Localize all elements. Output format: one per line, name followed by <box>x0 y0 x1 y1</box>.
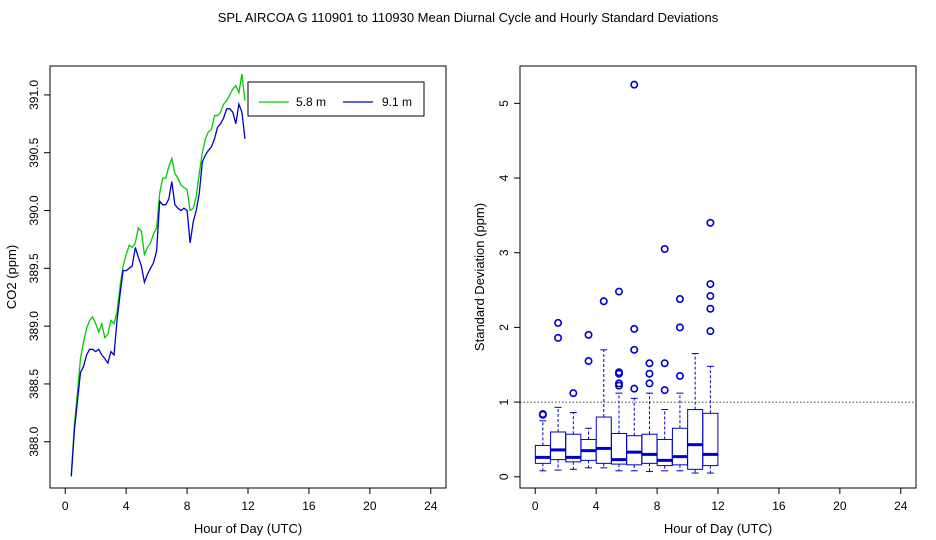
left-y-tick-label: 389.5 <box>27 253 41 283</box>
outlier-point <box>584 330 593 339</box>
box-hour-6.5 <box>626 80 643 472</box>
outlier-point <box>706 292 715 301</box>
outlier-point <box>630 345 639 354</box>
right-x-tick-label: 20 <box>833 499 847 513</box>
box-hour-1.5 <box>550 318 567 471</box>
right-x-tick-label: 0 <box>532 499 539 513</box>
box-hour-10.5 <box>687 353 704 474</box>
left-y-tick-label: 389.0 <box>27 311 41 341</box>
outlier-point <box>554 318 563 327</box>
right-y-tick-label: 5 <box>497 100 511 107</box>
outlier-point <box>614 379 623 388</box>
box-hour-5.5 <box>611 287 627 472</box>
right-x-tick-label: 16 <box>772 499 786 513</box>
boxplot-group <box>534 80 719 474</box>
outlier-point <box>630 324 639 333</box>
box-iqr <box>671 427 688 466</box>
left-x-tick-label: 4 <box>123 499 130 513</box>
right-x-axis: 0 4 8 12 16 20 24 <box>532 487 908 513</box>
left-y-tick-label: 390.5 <box>27 137 41 167</box>
left-x-axis-title: Hour of Day (UTC) <box>194 521 302 536</box>
left-y-tick-label: 391.0 <box>27 80 41 110</box>
outlier-point <box>675 323 684 332</box>
outlier-point <box>660 244 669 253</box>
box-hour-4.5 <box>595 297 612 469</box>
left-y-tick-label: 388.0 <box>27 426 41 456</box>
left-plot-frame <box>49 65 447 489</box>
left-y-tick-label: 390.0 <box>27 195 41 225</box>
outlier-point <box>599 297 608 306</box>
box-iqr <box>702 412 719 467</box>
right-y-tick-label: 4 <box>497 174 511 181</box>
legend-label-9-1m: 9.1 m <box>382 95 412 109</box>
right-y-tick-label: 3 <box>497 249 511 256</box>
outlier-point <box>660 386 669 395</box>
outlier-point <box>645 379 654 388</box>
outlier-point <box>554 333 563 342</box>
box-iqr <box>534 444 551 464</box>
box-hour-3.5 <box>580 330 597 469</box>
left-y-axis-title: CO2 (ppm) <box>4 245 19 309</box>
right-x-tick-label: 8 <box>654 499 661 513</box>
right-x-tick-label: 12 <box>711 499 725 513</box>
box-hour-11.5 <box>702 218 719 474</box>
left-x-tick-label: 12 <box>241 499 255 513</box>
right-y-tick-label: 2 <box>497 324 511 331</box>
outlier-point <box>569 389 578 398</box>
right-y-tick-label: 1 <box>497 398 511 405</box>
outlier-point <box>538 410 547 419</box>
outlier-point <box>660 359 669 368</box>
legend-box <box>247 81 425 117</box>
box-hour-0.5 <box>534 410 551 472</box>
box-iqr <box>641 433 658 464</box>
co2-line-chart: 0 4 8 12 16 20 24 388.0 388.5 389.0 389.5 390.0 390… <box>4 65 447 536</box>
legend-label-5-8m: 5.8 m <box>296 95 326 109</box>
legend: 5.8 m 9.1 m <box>247 81 425 117</box>
box-hour-8.5 <box>656 244 673 472</box>
right-y-axis-title: Standard Deviation (ppm) <box>472 203 487 351</box>
outlier-point <box>614 368 623 377</box>
outlier-point <box>706 304 715 313</box>
box-hour-9.5 <box>671 295 688 472</box>
right-x-tick-label: 4 <box>593 499 600 513</box>
box-hour-7.5 <box>641 359 658 473</box>
outlier-point <box>675 295 684 304</box>
outlier-point <box>630 80 639 89</box>
outlier-point <box>706 218 715 227</box>
box-iqr <box>687 409 704 470</box>
right-y-axis: 0 1 2 3 4 5 <box>497 100 520 480</box>
right-x-axis-title: Hour of Day (UTC) <box>664 521 772 536</box>
box-iqr <box>595 416 612 464</box>
outlier-point <box>706 327 715 336</box>
outlier-point <box>645 359 654 368</box>
left-y-tick-label: 388.5 <box>27 369 41 399</box>
left-x-axis: 0 4 8 12 16 20 24 <box>62 487 438 513</box>
box-iqr <box>626 435 643 466</box>
outlier-point <box>675 371 684 380</box>
left-y-axis: 388.0 388.5 389.0 389.5 390.0 390.5 391.0 <box>27 80 50 457</box>
left-x-tick-label: 8 <box>184 499 191 513</box>
outlier-point <box>584 357 593 366</box>
outlier-point <box>645 369 654 378</box>
outlier-point <box>614 287 623 296</box>
left-x-tick-label: 16 <box>302 499 316 513</box>
left-x-tick-label: 20 <box>363 499 377 513</box>
outlier-point <box>630 384 639 393</box>
figure-title: SPL AIRCOA G 110901 to 110930 Mean Diurn… <box>218 10 719 25</box>
left-series-group <box>70 73 246 477</box>
series-line-5-8-m <box>70 73 246 475</box>
right-y-tick-label: 0 <box>497 473 511 480</box>
box-iqr <box>550 431 567 461</box>
left-x-tick-label: 0 <box>62 499 69 513</box>
outlier-point <box>706 280 715 289</box>
right-x-tick-label: 24 <box>894 499 908 513</box>
left-x-tick-label: 24 <box>424 499 438 513</box>
series-line-9-1-m <box>70 101 246 477</box>
